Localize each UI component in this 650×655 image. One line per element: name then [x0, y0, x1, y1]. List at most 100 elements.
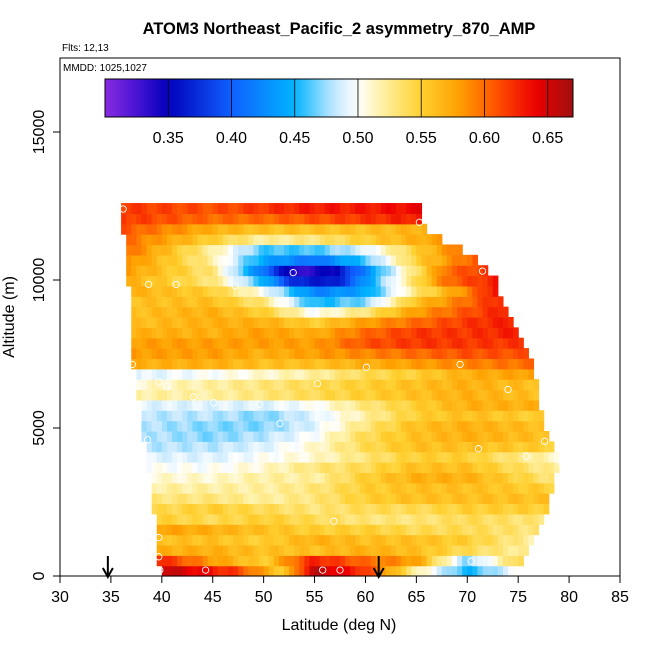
heatmap-cell: [253, 223, 260, 235]
heatmap-cell: [299, 472, 305, 484]
heatmap-cell: [406, 503, 412, 515]
heatmap-cell: [222, 451, 229, 463]
heatmap-cell: [350, 555, 356, 567]
heatmap-cell: [375, 503, 382, 515]
heatmap-cell: [411, 462, 417, 473]
heatmap-cell: [416, 368, 423, 380]
heatmap-cell: [161, 472, 168, 484]
heatmap-cell: [385, 493, 392, 505]
heatmap-cell: [233, 503, 239, 515]
heatmap-cell: [294, 306, 300, 318]
heatmap-cell: [462, 306, 468, 318]
heatmap-cell: [278, 503, 285, 515]
heatmap-cell: [513, 451, 519, 463]
heatmap-cell: [401, 296, 407, 308]
heatmap-cell: [421, 462, 428, 473]
heatmap-cell: [457, 275, 463, 287]
heatmap-cell: [248, 275, 255, 287]
heatmap-cell: [172, 317, 178, 328]
heatmap-cell: [355, 555, 361, 567]
heatmap-cell: [309, 534, 316, 546]
heatmap-cell: [197, 513, 204, 525]
heatmap-cell: [278, 555, 285, 567]
heatmap-cell: [187, 524, 193, 536]
heatmap-cell: [263, 285, 270, 297]
heatmap-cell: [436, 503, 443, 515]
heatmap-cell: [441, 441, 448, 453]
heatmap-cell: [487, 348, 494, 360]
heatmap-cell: [360, 203, 367, 214]
heatmap-cell: [294, 534, 300, 546]
heatmap-cell: [426, 565, 433, 577]
heatmap-cell: [207, 441, 214, 453]
heatmap-cell: [248, 327, 255, 339]
heatmap-cell: [446, 265, 453, 277]
heatmap-cell: [182, 430, 188, 442]
heatmap-cell: [243, 482, 249, 494]
heatmap-cell: [416, 337, 423, 349]
heatmap-cell: [487, 317, 494, 328]
heatmap-cell: [182, 451, 188, 463]
heatmap-cell: [462, 524, 468, 536]
heatmap-cell: [441, 555, 448, 567]
heatmap-cell: [487, 285, 494, 297]
heatmap-cell: [161, 399, 168, 411]
heatmap-cell: [401, 534, 407, 546]
heatmap-cell: [212, 223, 219, 235]
heatmap-cell: [212, 441, 219, 453]
heatmap-cell: [360, 482, 367, 494]
heatmap-cell: [161, 213, 168, 225]
heatmap-cell: [187, 441, 193, 453]
heatmap-cell: [314, 223, 321, 235]
heatmap-cell: [385, 524, 392, 536]
heatmap-cell: [543, 503, 550, 515]
heatmap-cell: [289, 503, 295, 515]
heatmap-cell: [258, 337, 265, 349]
heatmap-cell: [518, 337, 524, 349]
heatmap-cell: [161, 389, 168, 401]
heatmap-cell: [304, 493, 311, 505]
heatmap-cell: [467, 306, 473, 318]
heatmap-cell: [396, 493, 402, 505]
heatmap-cell: [319, 420, 326, 432]
heatmap-cell: [355, 379, 361, 391]
heatmap-cell: [289, 544, 295, 556]
heatmap-cell: [319, 430, 326, 442]
heatmap-cell: [222, 534, 229, 546]
heatmap-cell: [146, 337, 153, 349]
heatmap-cell: [314, 472, 321, 484]
heatmap-cell: [401, 472, 407, 484]
heatmap-cell: [462, 544, 468, 556]
heatmap-cell: [329, 534, 336, 546]
heatmap-cell: [304, 368, 311, 380]
heatmap-cell: [487, 296, 494, 308]
heatmap-cell: [446, 513, 453, 525]
heatmap-cell: [172, 285, 178, 297]
heatmap-cell: [156, 244, 163, 256]
heatmap-cell: [548, 462, 555, 473]
heatmap-cell: [212, 430, 219, 442]
heatmap-cell: [365, 410, 372, 422]
heatmap-cell: [146, 327, 153, 339]
heatmap-cell: [228, 555, 234, 567]
heatmap-cell: [284, 327, 290, 339]
heatmap-cell: [197, 317, 204, 328]
heatmap-cell: [446, 368, 453, 380]
heatmap-cell: [482, 410, 489, 422]
heatmap-cell: [289, 430, 295, 442]
heatmap-cell: [177, 368, 183, 380]
heatmap-cell: [350, 275, 356, 287]
heatmap-cell: [166, 337, 173, 349]
heatmap-cell: [238, 451, 244, 463]
heatmap-cell: [268, 296, 275, 308]
heatmap-cell: [446, 534, 453, 546]
heatmap-cell: [396, 296, 402, 308]
heatmap-cell: [166, 254, 173, 266]
heatmap-cell: [462, 317, 468, 328]
heatmap-cell: [431, 524, 438, 536]
heatmap-cell: [233, 337, 239, 349]
heatmap-cell: [217, 368, 224, 380]
heatmap-cell: [202, 223, 209, 235]
heatmap-cell: [177, 265, 183, 277]
heatmap-cell: [233, 234, 239, 246]
